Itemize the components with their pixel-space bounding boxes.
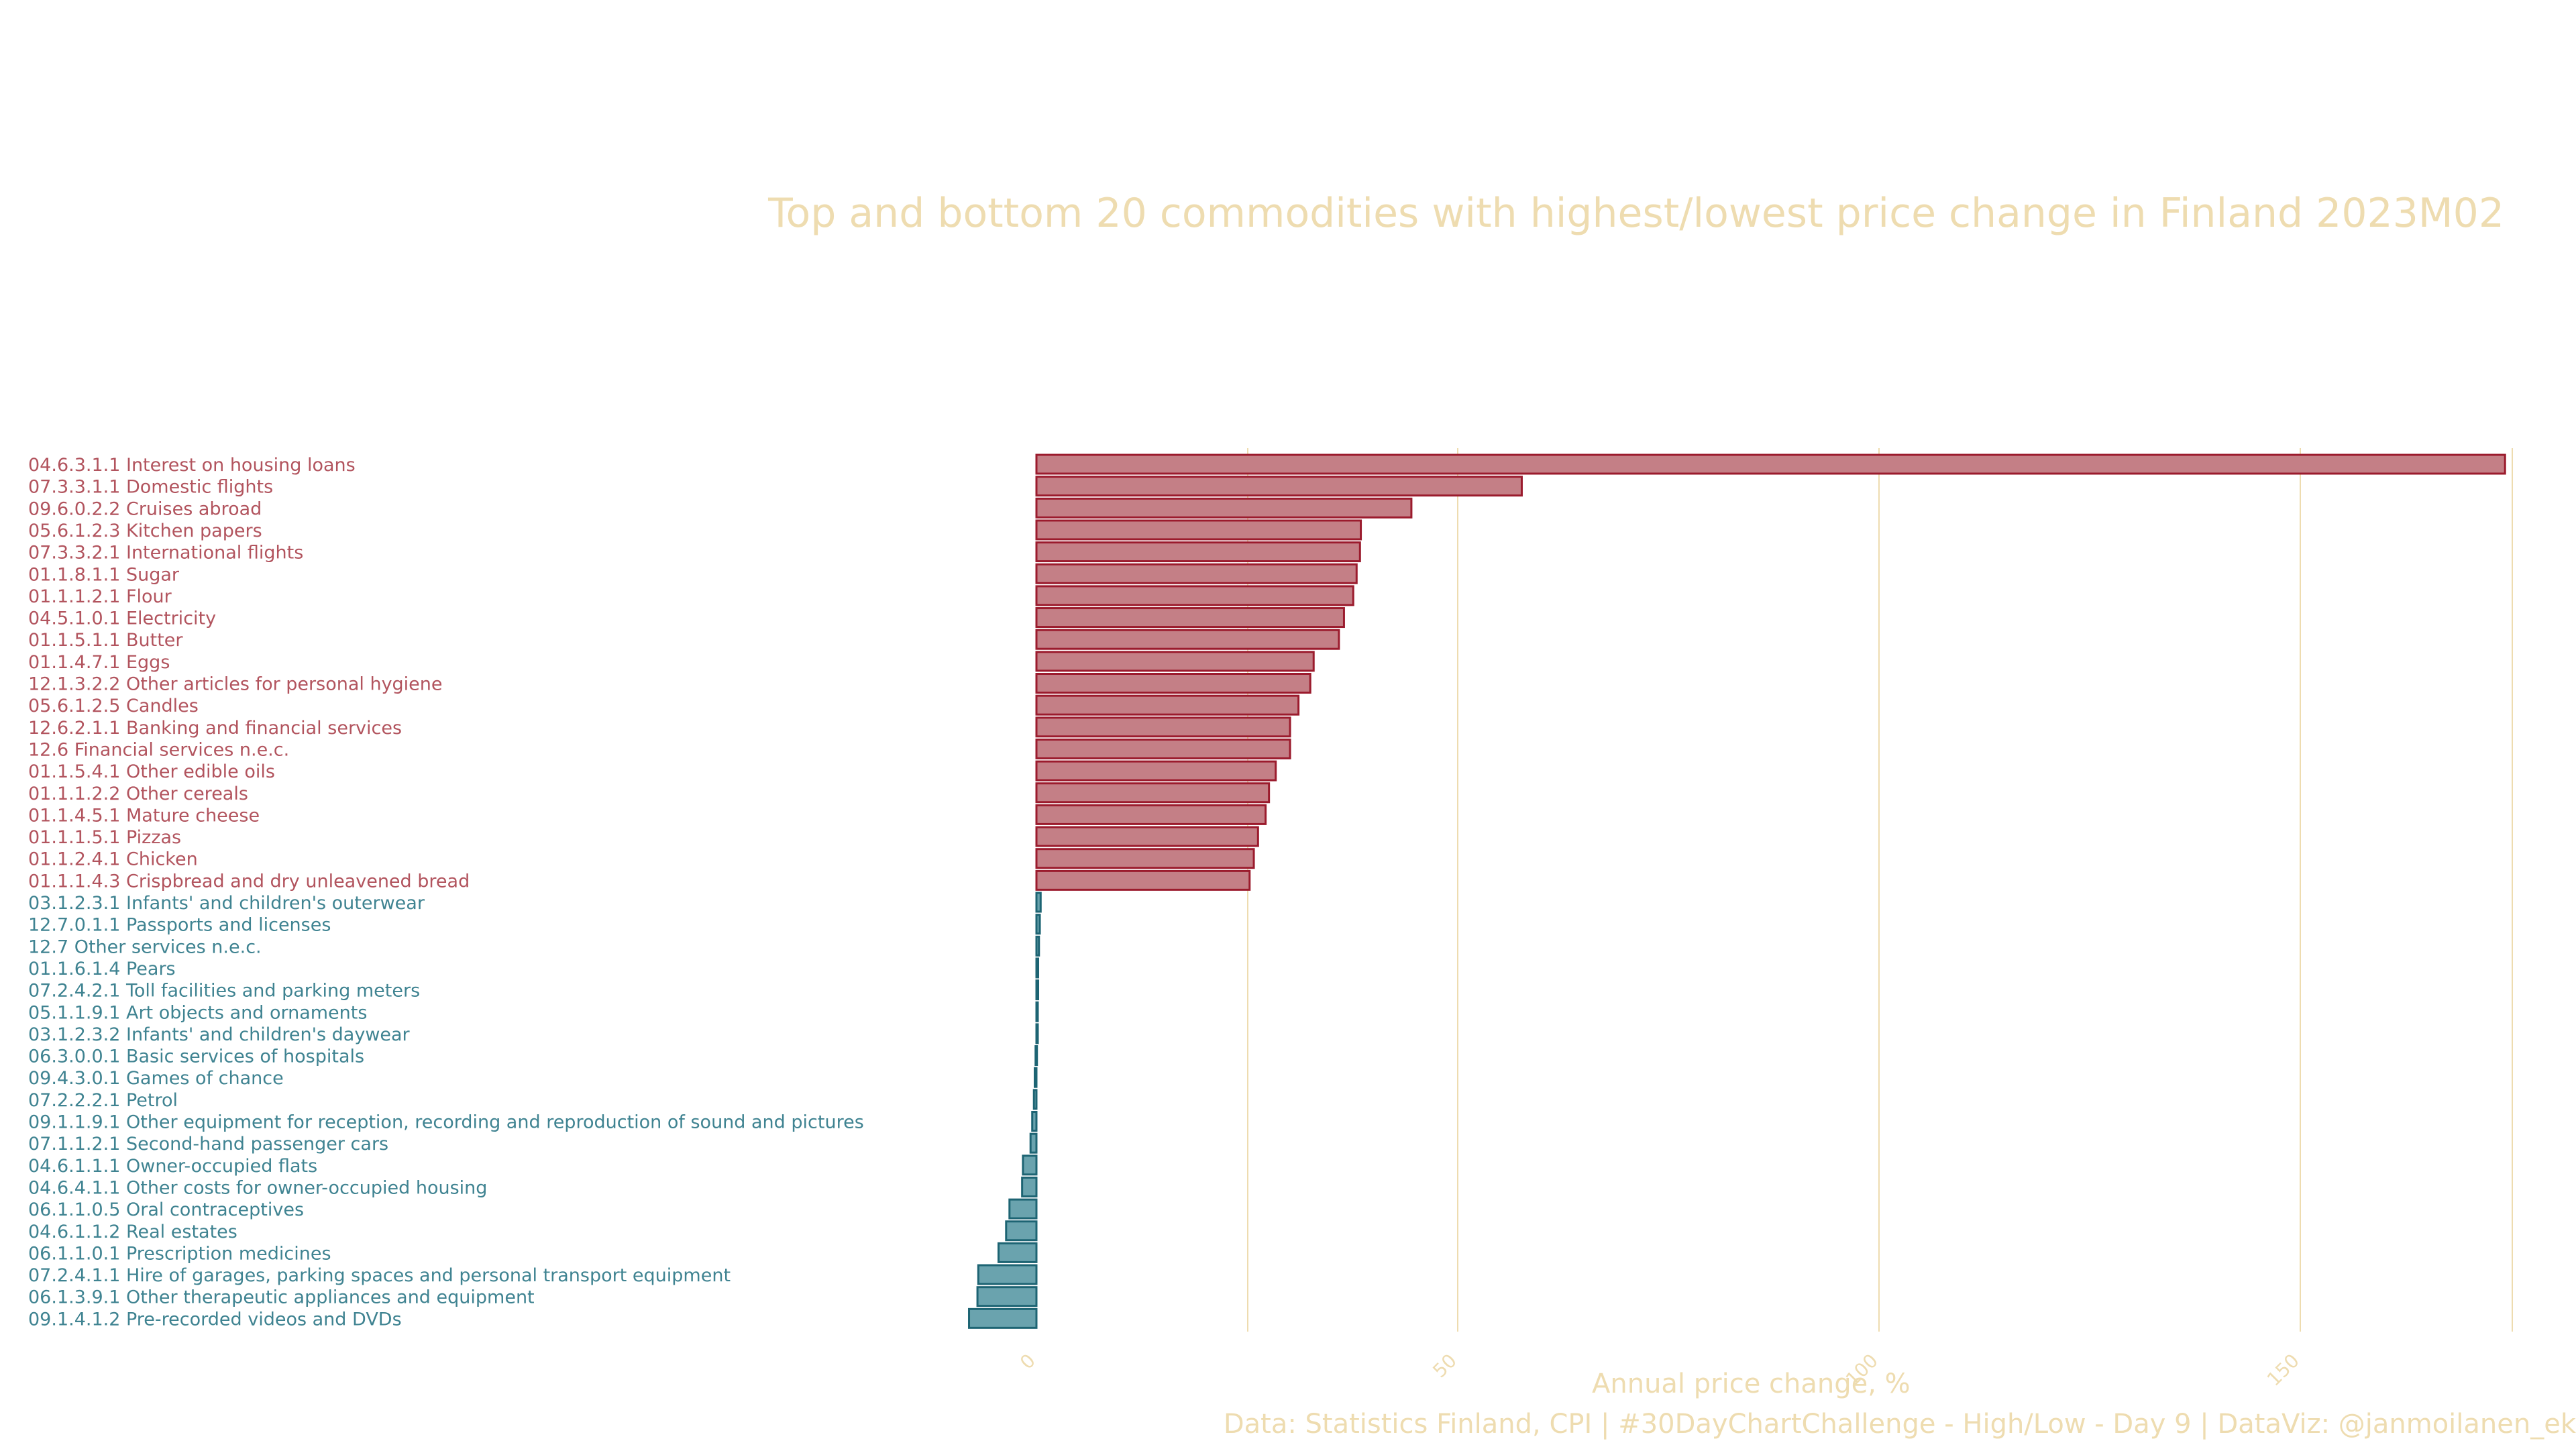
bar <box>1035 541 1361 563</box>
bar <box>1035 914 1041 935</box>
bar <box>1035 782 1271 804</box>
x-axis-label: Annual price change, % <box>1592 1368 1911 1399</box>
category-label: 01.1.4.7.1 Eggs <box>28 652 170 673</box>
bar <box>1029 1132 1038 1154</box>
bar <box>1035 738 1291 759</box>
bar <box>997 1242 1038 1263</box>
category-label: 01.1.6.1.4 Pears <box>28 959 176 979</box>
bar <box>1035 1023 1039 1044</box>
category-label: 09.1.4.1.2 Pre-recorded videos and DVDs <box>28 1309 402 1330</box>
bar <box>977 1264 1038 1285</box>
category-label: 09.1.1.9.1 Other equipment for reception… <box>28 1112 864 1133</box>
category-label: 04.6.3.1.1 Interest on housing loans <box>28 455 356 476</box>
category-label: 12.7 Other services n.e.c. <box>28 936 262 957</box>
bar <box>1035 476 1523 497</box>
chart-caption: Data: Statistics Finland, CPI | #30DayCh… <box>1223 1409 2576 1440</box>
category-label: 07.2.2.2.1 Petrol <box>28 1090 178 1111</box>
category-label: 07.3.3.2.1 International flights <box>28 543 303 564</box>
bar <box>1035 826 1259 847</box>
bar <box>1008 1198 1038 1220</box>
bar <box>1035 673 1311 694</box>
bar <box>1035 585 1354 606</box>
category-label: 07.2.4.1.1 Hire of garages, parking spac… <box>28 1265 731 1286</box>
category-label: 07.1.1.2.1 Second-hand passenger cars <box>28 1134 388 1155</box>
bar <box>976 1286 1038 1307</box>
category-label: 01.1.8.1.1 Sugar <box>28 564 180 585</box>
category-label: 12.6.2.1.1 Banking and financial service… <box>28 718 402 739</box>
category-label: 06.1.1.0.1 Prescription medicines <box>28 1243 331 1264</box>
category-label: 01.1.1.4.3 Crispbread and dry unleavened… <box>28 871 470 892</box>
category-label: 01.1.1.2.2 Other cereals <box>28 784 248 804</box>
category-label: 01.1.1.5.1 Pizzas <box>28 827 181 848</box>
category-label: 04.6.1.1.1 Owner-occupied flats <box>28 1156 317 1177</box>
bar <box>1035 869 1251 891</box>
bar <box>1035 979 1040 1001</box>
bar <box>1032 1089 1038 1110</box>
bar <box>1035 453 2506 475</box>
category-label: 03.1.2.3.1 Infants' and children's outer… <box>28 893 425 914</box>
bar <box>1035 935 1040 957</box>
bar <box>1005 1220 1038 1242</box>
category-label: 07.3.3.1.1 Domestic flights <box>28 477 273 498</box>
bar <box>1035 563 1358 584</box>
x-tick-label: 50 <box>1428 1350 1461 1383</box>
category-label: 05.1.1.9.1 Art objects and ornaments <box>28 1002 367 1023</box>
bar <box>1034 1045 1038 1067</box>
bar <box>1035 629 1340 650</box>
category-label: 06.3.0.0.1 Basic services of hospitals <box>28 1046 364 1067</box>
bar <box>1035 497 1413 519</box>
bar <box>1035 848 1255 869</box>
bar <box>1035 1001 1039 1022</box>
bar <box>1022 1155 1038 1176</box>
category-label: 03.1.2.3.2 Infants' and children's daywe… <box>28 1024 411 1045</box>
category-label: 04.6.4.1.1 Other costs for owner-occupie… <box>28 1177 487 1198</box>
bar <box>1035 694 1300 716</box>
x-tick-label: 150 <box>2263 1350 2304 1391</box>
bar <box>968 1307 1038 1329</box>
bar <box>1021 1176 1038 1197</box>
category-label: 06.1.3.9.1 Other therapeutic appliances … <box>28 1287 535 1308</box>
category-label: 01.1.5.1.1 Butter <box>28 630 183 651</box>
chart-title: Top and bottom 20 commodities with highe… <box>768 190 2504 237</box>
bar <box>1031 1111 1038 1132</box>
category-label: 04.6.1.1.2 Real estates <box>28 1222 237 1242</box>
bar <box>1035 519 1362 541</box>
category-label: 04.5.1.0.1 Electricity <box>28 608 216 629</box>
bar <box>1033 1067 1038 1088</box>
category-label: 05.6.1.2.3 Kitchen papers <box>28 521 262 541</box>
category-label: 01.1.5.4.1 Other edible oils <box>28 761 275 782</box>
category-label: 12.7.0.1.1 Passports and licenses <box>28 915 331 936</box>
category-label: 12.1.3.2.2 Other articles for personal h… <box>28 674 443 695</box>
bar <box>1035 957 1040 979</box>
category-label: 12.6 Financial services n.e.c. <box>28 739 289 760</box>
bar <box>1035 651 1315 672</box>
category-label: 09.4.3.0.1 Games of chance <box>28 1068 284 1089</box>
category-label: 09.6.0.2.2 Cruises abroad <box>28 498 262 519</box>
bar <box>1035 804 1267 825</box>
category-label: 01.1.4.5.1 Mature cheese <box>28 805 260 826</box>
category-label: 05.6.1.2.5 Candles <box>28 696 199 716</box>
bar <box>1035 760 1277 782</box>
bar <box>1035 892 1042 913</box>
category-label: 01.1.2.4.1 Chicken <box>28 849 198 870</box>
category-label: 01.1.1.2.1 Flour <box>28 586 172 607</box>
bar <box>1035 607 1345 629</box>
category-label: 07.2.4.2.1 Toll facilities and parking m… <box>28 981 420 1002</box>
category-label: 06.1.1.0.5 Oral contraceptives <box>28 1199 304 1220</box>
bar <box>1035 716 1291 738</box>
x-tick-label: 0 <box>1016 1350 1040 1374</box>
